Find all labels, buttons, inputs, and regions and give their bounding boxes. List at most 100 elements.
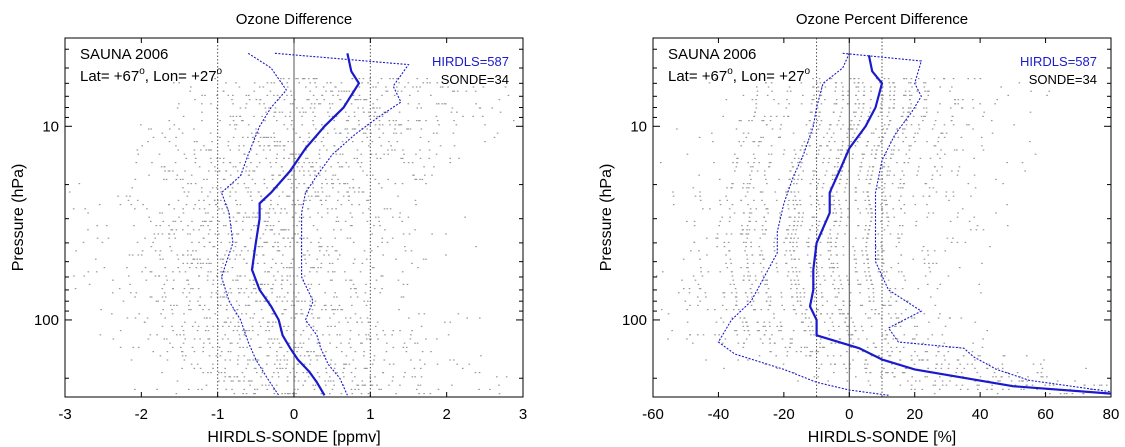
sonde-point bbox=[318, 246, 321, 248]
sonde-point bbox=[825, 170, 828, 172]
sonde-point bbox=[261, 367, 264, 369]
sonde-point bbox=[723, 367, 725, 369]
sonde-point bbox=[890, 304, 892, 306]
sonde-point bbox=[317, 191, 319, 193]
sonde-point bbox=[892, 107, 895, 109]
sonde-point bbox=[961, 208, 964, 210]
sonde-point bbox=[319, 166, 322, 168]
sonde-point bbox=[682, 258, 685, 260]
sonde-point bbox=[291, 258, 294, 260]
sonde-point bbox=[931, 128, 934, 130]
sonde-point bbox=[297, 233, 299, 235]
sonde-point bbox=[900, 313, 903, 315]
sonde-point bbox=[289, 246, 291, 248]
sonde-point bbox=[316, 372, 319, 374]
sonde-point bbox=[860, 162, 863, 164]
sonde-point bbox=[358, 120, 360, 122]
sonde-point bbox=[823, 204, 826, 206]
sonde-point bbox=[785, 191, 787, 193]
sonde-point bbox=[171, 325, 173, 327]
sonde-point bbox=[729, 283, 732, 285]
sonde-point bbox=[839, 178, 842, 180]
sonde-point bbox=[829, 187, 832, 189]
sonde-point bbox=[277, 376, 280, 378]
sonde-point bbox=[433, 166, 435, 168]
sonde-point bbox=[164, 317, 167, 319]
sonde-point bbox=[232, 250, 235, 252]
sonde-point bbox=[855, 86, 858, 88]
sonde-point bbox=[258, 321, 261, 323]
sonde-point bbox=[723, 241, 726, 243]
sonde-point bbox=[853, 258, 856, 260]
sonde-point bbox=[222, 178, 225, 180]
sonde-point bbox=[1002, 183, 1004, 185]
sonde-point bbox=[999, 380, 1001, 382]
sonde-point bbox=[167, 204, 170, 206]
sonde-point bbox=[259, 300, 262, 302]
sonde-point bbox=[363, 351, 365, 353]
sonde-point bbox=[273, 141, 276, 143]
sonde-point bbox=[781, 304, 783, 306]
sonde-point bbox=[231, 388, 233, 390]
sonde-point bbox=[323, 254, 325, 256]
sonde-point bbox=[954, 99, 957, 101]
sonde-point bbox=[181, 254, 184, 256]
sonde-point bbox=[413, 367, 416, 369]
location-label: Lat= +67o, Lon= +27o bbox=[80, 66, 223, 85]
sonde-point bbox=[255, 292, 258, 294]
sonde-point bbox=[746, 321, 748, 323]
sonde-point bbox=[436, 338, 438, 340]
sonde-point bbox=[304, 258, 306, 260]
sonde-point bbox=[378, 128, 380, 130]
sonde-point bbox=[839, 220, 842, 222]
sonde-point bbox=[281, 111, 284, 113]
sonde-point bbox=[933, 124, 936, 126]
sonde-point bbox=[270, 338, 273, 340]
sonde-point bbox=[767, 86, 770, 88]
sonde-point bbox=[865, 208, 868, 210]
sonde-point bbox=[810, 334, 812, 336]
sonde-point bbox=[854, 115, 856, 117]
sonde-point bbox=[177, 258, 180, 260]
x-tick-label: 0 bbox=[290, 406, 298, 423]
sonde-point bbox=[168, 120, 171, 122]
sonde-point bbox=[311, 162, 314, 164]
sonde-point bbox=[196, 141, 198, 143]
sonde-point bbox=[791, 162, 793, 164]
sonde-point bbox=[491, 107, 493, 109]
sonde-point bbox=[319, 237, 322, 239]
sonde-point bbox=[261, 384, 264, 386]
sonde-point bbox=[267, 145, 269, 147]
sonde-point bbox=[301, 166, 304, 168]
sonde-point bbox=[976, 225, 979, 227]
sonde-point bbox=[849, 300, 852, 302]
sonde-point bbox=[195, 267, 198, 269]
sonde-point bbox=[988, 363, 990, 365]
sonde-point bbox=[830, 262, 833, 264]
sonde-point bbox=[910, 103, 912, 105]
sonde-point bbox=[274, 107, 277, 109]
sonde-point bbox=[301, 78, 304, 80]
sonde-point bbox=[419, 149, 421, 151]
sonde-point bbox=[321, 191, 324, 193]
sonde-point bbox=[997, 380, 1000, 382]
sonde-point bbox=[743, 212, 745, 214]
sonde-point bbox=[767, 153, 770, 155]
sonde-point bbox=[830, 363, 832, 365]
sonde-point bbox=[833, 199, 835, 201]
sonde-point bbox=[228, 325, 230, 327]
sonde-point bbox=[403, 376, 405, 378]
sonde-point bbox=[927, 254, 930, 256]
sonde-point bbox=[766, 279, 769, 281]
x-tick-label: -40 bbox=[708, 406, 730, 423]
sonde-point bbox=[1001, 367, 1004, 369]
sonde-point bbox=[365, 304, 368, 306]
sonde-point bbox=[131, 254, 134, 256]
sonde-point bbox=[407, 216, 410, 218]
sonde-point bbox=[910, 317, 913, 319]
sonde-point bbox=[931, 178, 933, 180]
sonde-point bbox=[884, 304, 886, 306]
sonde-point bbox=[363, 384, 365, 386]
sonde-point bbox=[828, 157, 831, 159]
sonde-point bbox=[289, 283, 292, 285]
